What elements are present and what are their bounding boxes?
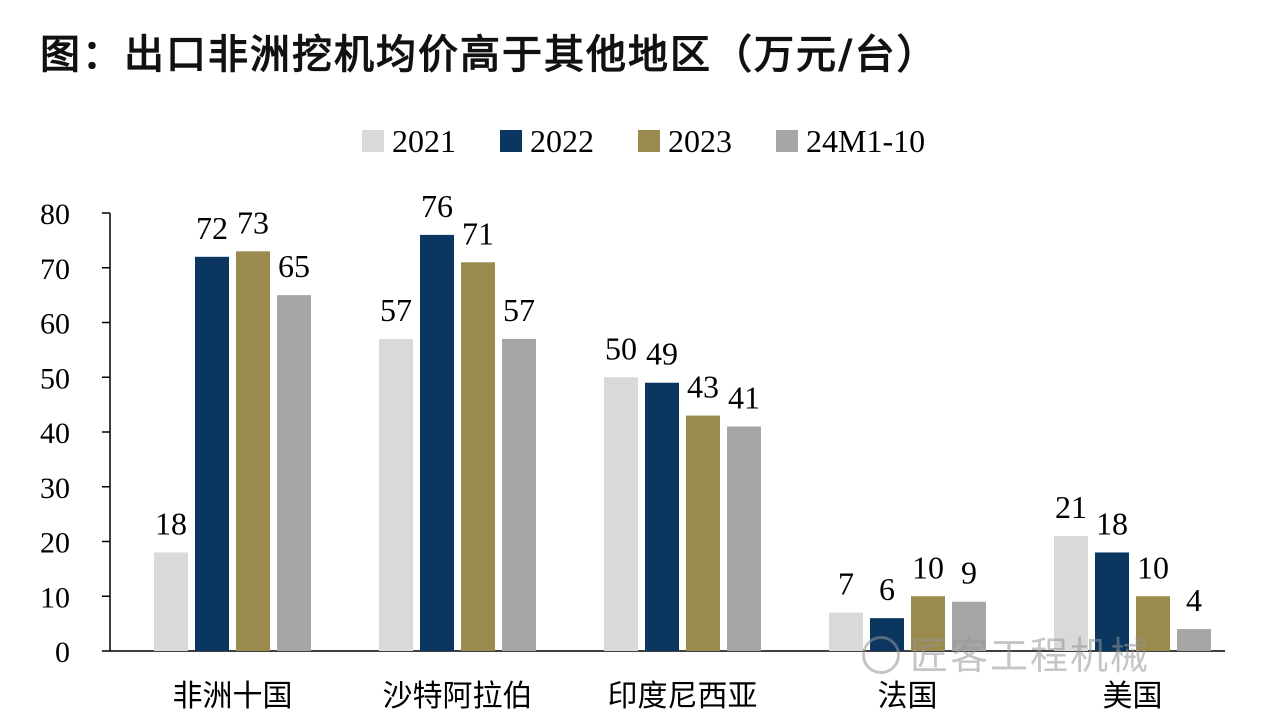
bar <box>277 295 311 651</box>
bar <box>911 596 945 651</box>
legend-swatch <box>500 130 522 152</box>
data-label: 18 <box>1096 505 1128 541</box>
bar <box>645 382 679 651</box>
data-label: 73 <box>237 204 269 240</box>
watermark-text: 匠客工程机械 <box>910 634 1151 678</box>
data-label: 71 <box>462 215 494 251</box>
data-label: 18 <box>155 505 187 541</box>
legend-label: 2022 <box>530 123 594 159</box>
data-label: 65 <box>278 248 310 284</box>
bar <box>686 415 720 651</box>
chart-title: 图：出口非洲挖机均价高于其他地区（万元/台） <box>40 32 939 78</box>
bar <box>461 262 495 651</box>
data-label: 50 <box>605 330 637 366</box>
data-label: 21 <box>1055 489 1087 525</box>
data-label: 41 <box>728 380 760 416</box>
y-tick-label: 10 <box>40 581 70 614</box>
bar <box>195 256 229 651</box>
bar <box>727 426 761 651</box>
data-label: 6 <box>879 571 895 607</box>
bar <box>1095 552 1129 651</box>
bar <box>379 338 413 651</box>
y-tick-label: 80 <box>40 198 70 231</box>
bar <box>952 601 986 651</box>
data-label: 49 <box>646 336 678 372</box>
bar <box>604 377 638 651</box>
y-tick-label: 60 <box>40 308 70 341</box>
bar <box>829 612 863 651</box>
legend-swatch <box>638 130 660 152</box>
data-label: 57 <box>380 292 412 328</box>
data-label: 57 <box>503 292 535 328</box>
bar <box>236 251 270 651</box>
robot-icon <box>862 635 900 674</box>
bar <box>1136 596 1170 651</box>
legend-swatch <box>776 130 798 152</box>
bar <box>154 552 188 651</box>
x-category-label: 美国 <box>1103 680 1163 713</box>
legend-label: 2023 <box>668 123 732 159</box>
y-tick-label: 40 <box>40 417 70 450</box>
bar <box>1177 629 1211 651</box>
x-category-label: 法国 <box>878 680 938 713</box>
y-tick-label: 70 <box>40 253 70 286</box>
y-tick-label: 20 <box>40 527 70 560</box>
y-tick-label: 0 <box>55 636 70 669</box>
y-tick-label: 30 <box>40 472 70 505</box>
data-label: 4 <box>1186 582 1202 618</box>
watermark: 匠客工程机械 <box>862 625 1150 680</box>
x-category-label: 印度尼西亚 <box>608 680 758 713</box>
legend-label: 2021 <box>392 123 456 159</box>
bar <box>1054 536 1088 651</box>
legend-swatch <box>362 130 384 152</box>
data-label: 10 <box>912 549 944 585</box>
x-category-label: 沙特阿拉伯 <box>383 680 533 713</box>
bar <box>420 234 454 651</box>
data-label: 9 <box>961 555 977 591</box>
data-label: 72 <box>196 210 228 246</box>
y-tick-label: 50 <box>40 362 70 395</box>
bar <box>502 338 536 651</box>
x-category-label: 非洲十国 <box>173 680 293 713</box>
data-label: 43 <box>687 369 719 405</box>
data-label: 76 <box>421 188 453 224</box>
data-label: 7 <box>838 566 854 602</box>
legend-label: 24M1-10 <box>806 123 925 159</box>
data-label: 10 <box>1137 549 1169 585</box>
